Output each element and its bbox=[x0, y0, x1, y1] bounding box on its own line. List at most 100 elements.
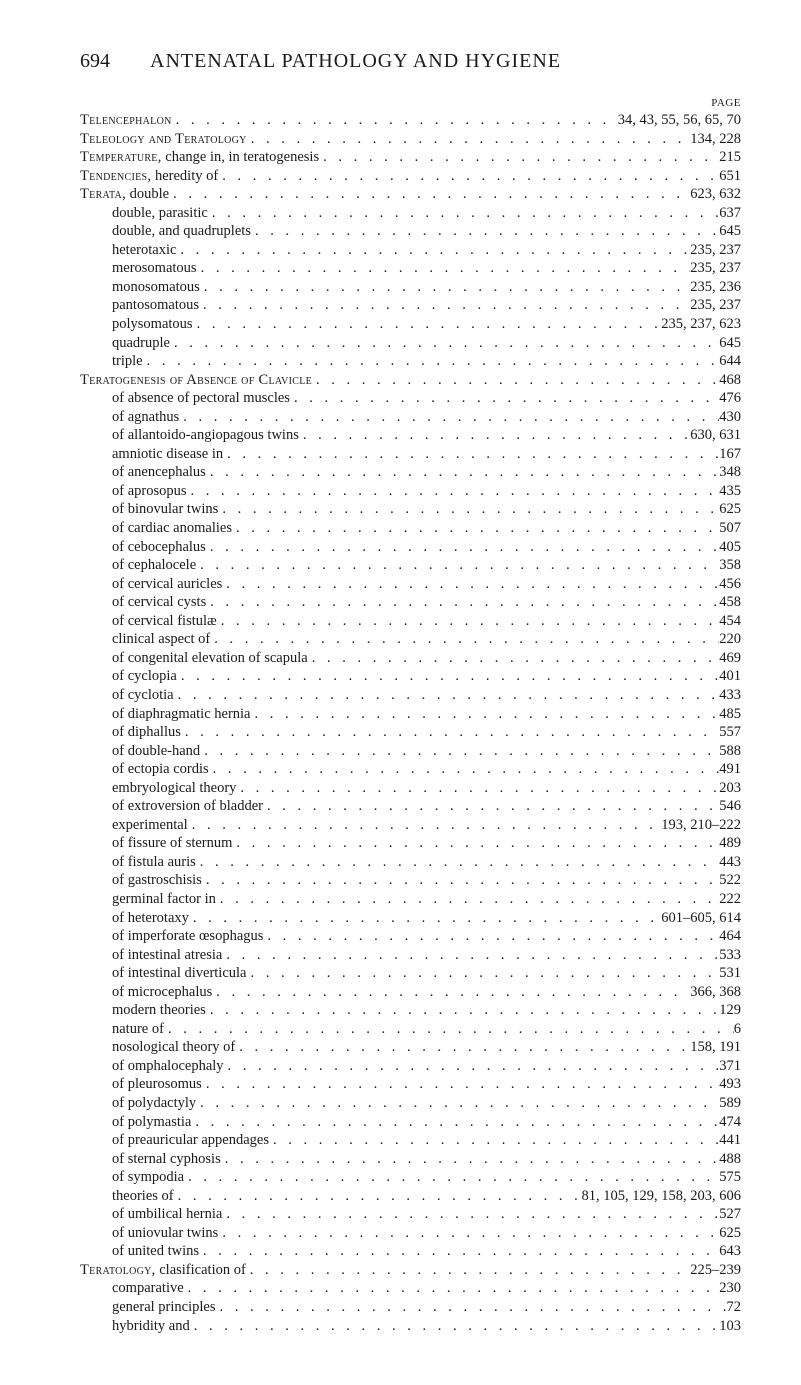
index-term-smallcaps: Teratogenesis of Absence of Clavicle bbox=[80, 372, 312, 388]
index-entry: Tendencies, heredity of. . . . . . . . .… bbox=[80, 167, 741, 186]
index-entry: of polydactyly. . . . . . . . . . . . . … bbox=[80, 1094, 741, 1113]
dot-leader: . . . . . . . . . . . . . . . . . . . . … bbox=[221, 1150, 720, 1169]
page-column-label: PAGE bbox=[80, 97, 741, 109]
index-term-rest: of cyclotia bbox=[112, 687, 174, 703]
index-entry: germinal factor in. . . . . . . . . . . … bbox=[80, 890, 741, 909]
dot-leader: . . . . . . . . . . . . . . . . . . . . … bbox=[251, 705, 720, 724]
index-entry: of cervical fistulæ. . . . . . . . . . .… bbox=[80, 612, 741, 631]
dot-leader: . . . . . . . . . . . . . . . . . . . . … bbox=[187, 482, 720, 501]
index-term-rest: merosomatous bbox=[112, 260, 197, 276]
index-term-rest: comparative bbox=[112, 1280, 184, 1296]
index-page-ref: 557 bbox=[719, 723, 741, 742]
index-page-ref: 469 bbox=[719, 649, 741, 668]
dot-leader: . . . . . . . . . . . . . . . . . . . . … bbox=[172, 111, 618, 130]
dot-leader: . . . . . . . . . . . . . . . . . . . . … bbox=[246, 1261, 690, 1280]
index-term-rest: of polymastia bbox=[112, 1114, 191, 1130]
page-title: ANTENATAL PATHOLOGY AND HYGIENE bbox=[150, 50, 561, 73]
index-term: germinal factor in bbox=[112, 890, 216, 909]
index-page-ref: 454 bbox=[719, 612, 741, 631]
dot-leader: . . . . . . . . . . . . . . . . . . . . … bbox=[170, 334, 719, 353]
index-term: of binovular twins bbox=[112, 500, 218, 519]
dot-leader: . . . . . . . . . . . . . . . . . . . . … bbox=[181, 723, 719, 742]
dot-leader: . . . . . . . . . . . . . . . . . . . . … bbox=[174, 686, 720, 705]
index-entry: hybridity and. . . . . . . . . . . . . .… bbox=[80, 1317, 741, 1336]
index-page-ref: 348 bbox=[719, 463, 741, 482]
dot-leader: . . . . . . . . . . . . . . . . . . . . … bbox=[218, 500, 719, 519]
index-entry: of sternal cyphosis. . . . . . . . . . .… bbox=[80, 1150, 741, 1169]
index-term: of gastroschisis bbox=[112, 871, 202, 890]
index-term-rest: of cervical auricles bbox=[112, 576, 222, 592]
dot-leader: . . . . . . . . . . . . . . . . . . . . … bbox=[200, 742, 719, 761]
dot-leader: . . . . . . . . . . . . . . . . . . . . … bbox=[206, 593, 719, 612]
index-list: Telencephalon. . . . . . . . . . . . . .… bbox=[80, 111, 741, 1335]
index-term: embryological theory bbox=[112, 779, 236, 798]
index-page-ref: 430 bbox=[719, 408, 741, 427]
index-entry: modern theories. . . . . . . . . . . . .… bbox=[80, 1001, 741, 1020]
index-term: of cardiac anomalies bbox=[112, 519, 232, 538]
dot-leader: . . . . . . . . . . . . . . . . . . . . … bbox=[196, 556, 719, 575]
index-page-ref: 458 bbox=[719, 593, 741, 612]
index-term: Teratology, clasification of bbox=[80, 1261, 246, 1280]
index-term: of sympodia bbox=[112, 1168, 184, 1187]
index-entry: of cebocephalus. . . . . . . . . . . . .… bbox=[80, 538, 741, 557]
index-term: modern theories bbox=[112, 1001, 206, 1020]
index-entry: monosomatous. . . . . . . . . . . . . . … bbox=[80, 278, 741, 297]
index-page-ref: 134, 228 bbox=[690, 130, 741, 149]
index-term-rest: of double-hand bbox=[112, 743, 200, 759]
index-term-rest: nosological theory of bbox=[112, 1039, 235, 1055]
index-term-rest: of preauricular appendages bbox=[112, 1132, 269, 1148]
index-entry: triple. . . . . . . . . . . . . . . . . … bbox=[80, 352, 741, 371]
index-term: of fissure of sternum bbox=[112, 834, 232, 853]
dot-leader: . . . . . . . . . . . . . . . . . . . . … bbox=[196, 1094, 719, 1113]
dot-leader: . . . . . . . . . . . . . . . . . . . . … bbox=[210, 630, 719, 649]
page-number: 694 bbox=[80, 50, 110, 73]
index-term-rest: amniotic disease in bbox=[112, 446, 223, 462]
index-term: of agnathus bbox=[112, 408, 179, 427]
index-term-rest: theories of bbox=[112, 1188, 174, 1204]
index-page-ref: 167 bbox=[719, 445, 741, 464]
index-term-smallcaps: Telencephalon bbox=[80, 112, 172, 128]
index-page-ref: 103 bbox=[719, 1317, 741, 1336]
index-term-rest: double, parasitic bbox=[112, 205, 208, 221]
index-term-rest: of binovular twins bbox=[112, 501, 218, 517]
index-term: heterotaxic bbox=[112, 241, 176, 260]
index-entry: of cervical auricles. . . . . . . . . . … bbox=[80, 575, 741, 594]
index-entry: of united twins. . . . . . . . . . . . .… bbox=[80, 1242, 741, 1261]
index-term-smallcaps: Temperature, bbox=[80, 149, 162, 165]
dot-leader: . . . . . . . . . . . . . . . . . . . . … bbox=[206, 538, 719, 557]
index-term: clinical aspect of bbox=[112, 630, 210, 649]
dot-leader: . . . . . . . . . . . . . . . . . . . . … bbox=[222, 1205, 719, 1224]
index-term-rest: of diaphragmatic hernia bbox=[112, 706, 251, 722]
index-entry: Temperature, change in, in teratogenesis… bbox=[80, 148, 741, 167]
index-page-ref: 235, 236 bbox=[690, 278, 741, 297]
index-entry: of absence of pectoral muscles. . . . . … bbox=[80, 389, 741, 408]
index-term: double, parasitic bbox=[112, 204, 208, 223]
index-term: of ectopia cordis bbox=[112, 760, 209, 779]
index-entry: embryological theory. . . . . . . . . . … bbox=[80, 779, 741, 798]
index-term-rest: of pleurosomus bbox=[112, 1076, 202, 1092]
dot-leader: . . . . . . . . . . . . . . . . . . . . … bbox=[236, 779, 719, 798]
index-page-ref: 625 bbox=[719, 1224, 741, 1243]
index-page-ref: 546 bbox=[719, 797, 741, 816]
index-term-rest: of congenital elevation of scapula bbox=[112, 650, 308, 666]
index-entry: Teratogenesis of Absence of Clavicle. . … bbox=[80, 371, 741, 390]
index-term-rest: of fistula auris bbox=[112, 854, 196, 870]
dot-leader: . . . . . . . . . . . . . . . . . . . . … bbox=[222, 946, 719, 965]
index-term: amniotic disease in bbox=[112, 445, 223, 464]
index-page-ref: 371 bbox=[719, 1057, 741, 1076]
index-term-rest: of heterotaxy bbox=[112, 910, 189, 926]
index-page-ref: 637 bbox=[719, 204, 741, 223]
index-term: of intestinal atresia bbox=[112, 946, 222, 965]
index-page-ref: 72 bbox=[727, 1298, 742, 1317]
index-page-ref: 193, 210–222 bbox=[661, 816, 741, 835]
index-term: double, and quadruplets bbox=[112, 222, 251, 241]
index-term-rest: embryological theory bbox=[112, 780, 236, 796]
index-term-rest: of cephalocele bbox=[112, 557, 196, 573]
index-term: Teratogenesis of Absence of Clavicle bbox=[80, 371, 312, 390]
index-page-ref: 441 bbox=[719, 1131, 741, 1150]
index-page-ref: 527 bbox=[719, 1205, 741, 1224]
index-term: of sternal cyphosis bbox=[112, 1150, 221, 1169]
index-entry: comparative. . . . . . . . . . . . . . .… bbox=[80, 1279, 741, 1298]
index-entry: of umbilical hernia. . . . . . . . . . .… bbox=[80, 1205, 741, 1224]
index-term: of cyclopia bbox=[112, 667, 177, 686]
